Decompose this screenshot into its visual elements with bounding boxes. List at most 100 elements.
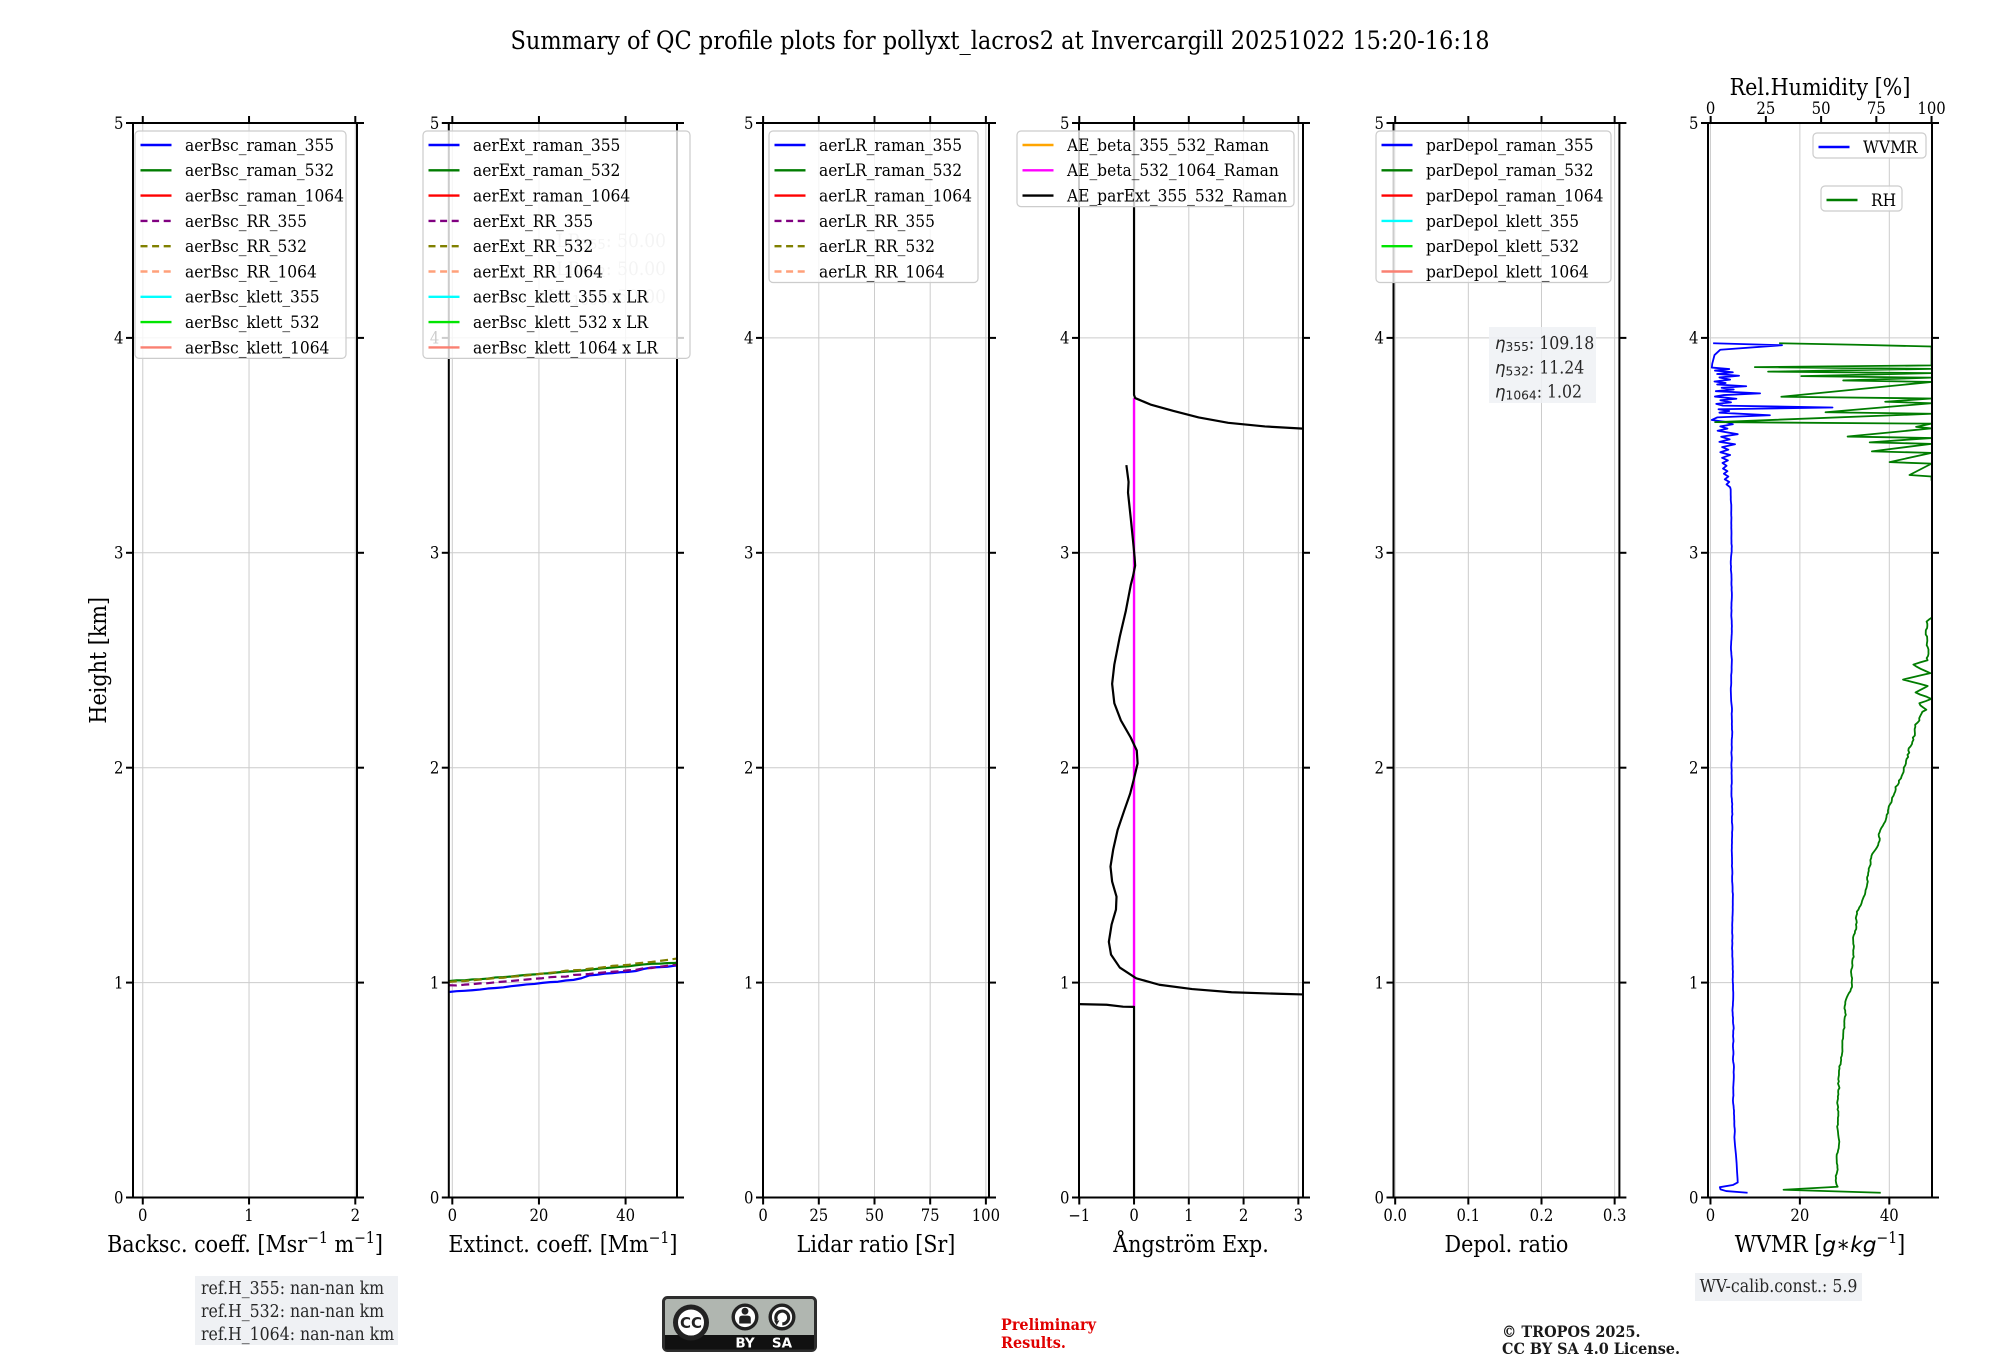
text-label: 1 xyxy=(1689,973,1698,992)
series-line-RH xyxy=(1782,612,1932,1194)
legend-lidar_ratio: aerLR_raman_355 aerLR_raman_532 aerLR_rama… xyxy=(768,130,979,284)
text-label: 5 xyxy=(1375,114,1384,133)
ticks-angstrom xyxy=(1072,116,1310,1205)
panel-depol: η355: 109.18 η532: 11.24 η1064: 1.02 0.0 0.1… xyxy=(1375,114,1627,1258)
legend-label-aerBsc_raman_1064: aerBsc_raman_1064 xyxy=(185,187,344,207)
legend-depol: parDepol_raman_355 parDepol_raman_532 parD… xyxy=(1375,130,1612,284)
series-line-aerExt_RR_355 xyxy=(448,963,677,987)
ref-h-532: ref.H_532: nan-nan km xyxy=(201,1301,385,1322)
subscripted-value-label: η1064: 1.02 xyxy=(1495,383,1582,403)
text-label: 3 xyxy=(744,544,753,563)
legend-label-parDepol_raman_1064: parDepol_raman_1064 xyxy=(1426,187,1604,207)
axis-label: WVMR [g∗kg−1] xyxy=(1735,1228,1905,1259)
text-label: 1 xyxy=(244,1206,253,1225)
eta-calibration-annotation: η355: 109.18 η532: 11.24 η1064: 1.02 xyxy=(1489,327,1596,403)
legend-box xyxy=(1820,185,1903,212)
legend-label-aerBsc_klett_532 x LR: aerBsc_klett_532 x LR xyxy=(473,313,649,333)
ref-h-355: ref.H_355: nan-nan km xyxy=(201,1279,385,1299)
legend-label-aerBsc_RR_1064: aerBsc_RR_1064 xyxy=(185,262,317,282)
legend-label-aerBsc_klett_355: aerBsc_klett_355 xyxy=(185,288,320,308)
legend-label-aerBsc_klett_355 x LR: aerBsc_klett_355 x LR xyxy=(473,288,649,308)
legend-box xyxy=(1375,130,1612,284)
text-label: 2 xyxy=(1239,1206,1248,1225)
text-label: 3 xyxy=(1689,544,1698,563)
grid-lidar_ratio xyxy=(762,122,989,1198)
text-label: 20 xyxy=(529,1206,548,1225)
text-label: 0.2 xyxy=(1530,1206,1554,1225)
legend-label-aerLR_raman_532: aerLR_raman_532 xyxy=(819,161,962,181)
ref-h-1064: ref.H_1064: nan-nan km xyxy=(201,1324,395,1345)
axes-spines-wvmr xyxy=(1707,122,1933,1199)
text-label: 5 xyxy=(114,114,123,133)
by-person-body xyxy=(739,1315,751,1324)
preliminary-line-2: Results. xyxy=(1001,1332,1066,1352)
legend-box xyxy=(134,130,347,359)
text-label: 5 xyxy=(430,114,439,133)
by-person-head xyxy=(741,1307,749,1315)
text-label: 50 xyxy=(865,1206,884,1225)
legend-label-aerExt_RR_532: aerExt_RR_532 xyxy=(473,237,593,257)
text-label: 20 xyxy=(1790,1206,1809,1225)
panel-lidar_ratio: 0 25 50 75 100 0 1 2 3 4 5 Lidar ratio [Sr] aerLR_ra… xyxy=(744,114,1000,1258)
axis-label: Extinct. coeff. [Mm−1] xyxy=(448,1228,677,1259)
legend-label-aerBsc_klett_1064: aerBsc_klett_1064 xyxy=(185,338,330,358)
text-label: 0 xyxy=(1706,1206,1715,1225)
axes-spines-angstrom xyxy=(1078,122,1304,1199)
legend-label-AE_parExt_355_532_Raman: AE_parExt_355_532_Raman xyxy=(1066,187,1287,207)
legend-label-aerExt_raman_355: aerExt_raman_355 xyxy=(473,136,620,156)
text-label: 3 xyxy=(1294,1206,1303,1225)
axis-label: Depol. ratio xyxy=(1445,1232,1569,1258)
text-label: 2 xyxy=(114,759,123,778)
legend-angstrom: AE_beta_355_532_Raman AE_beta_532_1064_Ra… xyxy=(1016,130,1295,208)
legend-label-parDepol_raman_532: parDepol_raman_532 xyxy=(1426,161,1594,181)
grid-depol xyxy=(1393,122,1620,1198)
legend-label-aerLR_raman_1064: aerLR_raman_1064 xyxy=(819,187,972,207)
axes-spines-backscatter xyxy=(132,122,358,1199)
legend-box xyxy=(422,130,691,359)
text-label: 100 xyxy=(972,1206,1000,1225)
cc-badge-cc-label: CC xyxy=(680,1314,702,1332)
text-label: 0.0 xyxy=(1383,1206,1407,1225)
text-label: 2 xyxy=(430,759,439,778)
text-label: 2 xyxy=(1060,759,1069,778)
cc-by-sa-badge: CC BY SA xyxy=(662,1296,817,1352)
text-label: 0 xyxy=(1129,1206,1138,1225)
axes-spines-depol xyxy=(1392,122,1621,1199)
sa-arrow-circle-icon xyxy=(768,1303,796,1331)
text-label: 5 xyxy=(744,114,753,133)
legend-extinction: aerExt_raman_355 aerExt_raman_532 aerExt_r… xyxy=(422,130,691,359)
axis-label: Ångström Exp. xyxy=(1112,1230,1269,1258)
subscripted-value-label: η532: 11.24 xyxy=(1495,359,1584,379)
legend-label-aerBsc_RR_532: aerBsc_RR_532 xyxy=(185,237,307,257)
tick-labels-backscatter: 0 1 2 0 1 2 3 4 5 xyxy=(114,114,360,1225)
cc-badge-band xyxy=(665,1335,814,1350)
legend-label-parDepol_klett_532: parDepol_klett_532 xyxy=(1426,237,1579,257)
figure-title: Summary of QC profile plots for pollyxt_… xyxy=(510,26,1490,55)
axis-label: Lidar ratio [Sr] xyxy=(797,1232,956,1258)
legend-box xyxy=(1016,130,1295,208)
cc-badge-by-label: BY xyxy=(735,1336,755,1352)
legend-box xyxy=(768,130,979,284)
axis-label: Rel.Humidity [%] xyxy=(1730,75,1911,101)
legend-label-RH: RH xyxy=(1871,191,1896,211)
legend-label-aerExt_RR_1064: aerExt_RR_1064 xyxy=(473,262,603,282)
tick-labels-lidar_ratio: 0 25 50 75 100 0 1 2 3 4 5 xyxy=(744,114,1000,1225)
wv-calibration-annotation: WV-calib.const.: 5.9 xyxy=(1695,1273,1862,1301)
subscripted-value-label: η355: 109.18 xyxy=(1495,334,1594,354)
legend-label-AE_beta_532_1064_Raman: AE_beta_532_1064_Raman xyxy=(1066,161,1279,181)
legend-label-aerExt_RR_355: aerExt_RR_355 xyxy=(473,212,593,232)
text-label: 50 xyxy=(1812,99,1831,118)
text-label: 1 xyxy=(430,973,439,992)
legend-label-aerLR_RR_1064: aerLR_RR_1064 xyxy=(819,262,945,282)
copyright-note: © TROPOS 2025. CC BY SA 4.0 License. xyxy=(1502,1323,1680,1358)
preliminary-results-note: Preliminary Results. xyxy=(1001,1316,1096,1351)
legend-label-aerExt_raman_1064: aerExt_raman_1064 xyxy=(473,187,630,207)
text-label: 0 xyxy=(138,1206,147,1225)
text-label: 4 xyxy=(1689,329,1698,348)
text-label: 0 xyxy=(1706,99,1715,118)
text-label: 1 xyxy=(1060,973,1069,992)
legend-label-WVMR: WVMR xyxy=(1863,138,1919,158)
